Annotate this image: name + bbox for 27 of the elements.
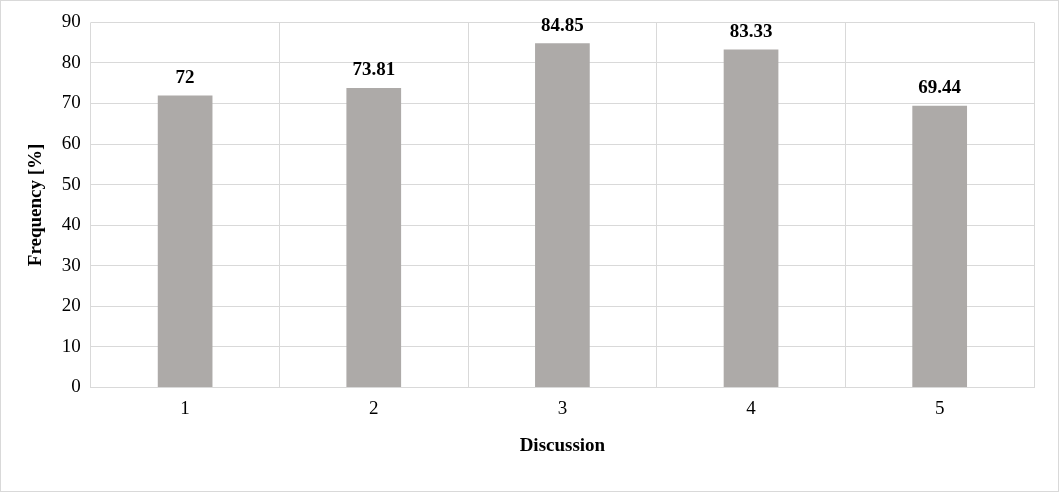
y-tick-label: 90 (61, 10, 81, 32)
x-axis-title: Discussion (519, 433, 606, 455)
bar (723, 49, 779, 387)
bar (346, 88, 402, 387)
bar (535, 43, 590, 387)
y-tick-label: 70 (61, 91, 81, 113)
y-tick-label: 0 (71, 375, 81, 397)
y-tick-label: 20 (61, 294, 81, 316)
x-tick-label: 4 (746, 396, 757, 418)
y-tick-label: 30 (61, 253, 81, 275)
x-tick-label: 3 (557, 396, 568, 418)
data-label: 83.33 (729, 19, 773, 41)
bar (912, 105, 968, 387)
data-label: 72 (175, 65, 195, 87)
y-tick-label: 10 (61, 334, 81, 356)
y-tick-label: 50 (61, 172, 81, 194)
x-tick-label: 1 (180, 396, 190, 418)
bar (157, 95, 213, 387)
x-tick-label: 5 (934, 396, 945, 418)
y-tick-label: 60 (61, 132, 81, 154)
y-axis-title: Frequency [%] (24, 143, 46, 267)
data-label: 69.44 (918, 76, 962, 98)
data-label: 73.81 (352, 58, 396, 80)
y-tick-label: 80 (61, 50, 81, 72)
y-tick-label: 40 (61, 213, 81, 235)
x-tick-label: 2 (369, 396, 379, 418)
data-label: 84.85 (541, 13, 584, 35)
